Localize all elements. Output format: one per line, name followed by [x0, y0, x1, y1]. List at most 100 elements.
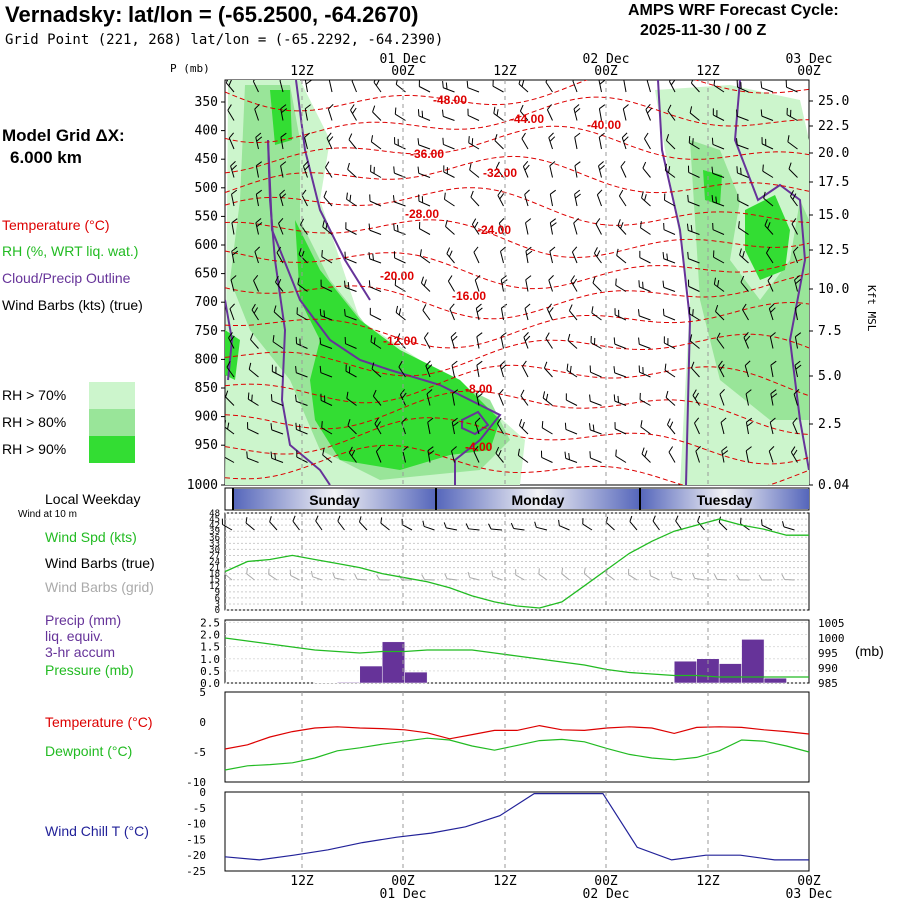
- barb-staff: [764, 225, 774, 235]
- wind-barb: [393, 223, 406, 235]
- barb-staff: [691, 82, 700, 93]
- barb-flag: [548, 275, 554, 281]
- wind-barb: [345, 222, 357, 235]
- wind-barb: [573, 104, 581, 121]
- wind-barb: [344, 309, 357, 321]
- barb-staff: [500, 279, 504, 292]
- wind-barb: [302, 161, 310, 178]
- barb-staff: [567, 340, 578, 349]
- wind-barb-grid: [583, 567, 593, 581]
- wind-barb: [549, 189, 556, 207]
- wind-barb-grid: [628, 568, 638, 581]
- barb-flag: [246, 567, 248, 574]
- barb-flag: [664, 363, 667, 371]
- barb-staff: [652, 520, 660, 531]
- barb-flag: [468, 136, 470, 143]
- wind-chill-label: Wind Chill T (°C): [45, 823, 149, 839]
- wind-chill-line: [224, 793, 809, 861]
- barb-staff: [302, 166, 308, 178]
- barb-flag: [349, 194, 352, 202]
- barb-flag: [354, 573, 358, 580]
- barb-staff: [446, 253, 455, 264]
- barb-flag: [296, 450, 298, 458]
- barb-flag: [392, 195, 395, 202]
- barb-flag: [418, 80, 420, 87]
- wind-barb: [567, 333, 578, 349]
- barb-staff: [369, 258, 382, 264]
- barb-flag: [786, 107, 788, 115]
- wind-barb: [450, 332, 458, 349]
- wind-barb: [345, 364, 357, 378]
- barb-flag: [474, 417, 481, 423]
- barb-staff: [231, 194, 235, 207]
- barb-flag: [229, 303, 235, 310]
- wind-barb: [422, 304, 431, 321]
- isotherm-2: [225, 125, 809, 174]
- barb-staff: [737, 144, 749, 150]
- barb-staff: [468, 528, 480, 531]
- barb-flag: [599, 104, 606, 110]
- barb-flag: [348, 366, 351, 374]
- barb-staff: [794, 365, 798, 378]
- barb-flag: [299, 424, 301, 432]
- wind-barb: [517, 448, 529, 463]
- barb-staff: [688, 201, 700, 207]
- barb-staff: [271, 457, 284, 463]
- barb-staff: [590, 342, 602, 349]
- barb-staff: [420, 255, 431, 264]
- barb-flag: [227, 104, 232, 111]
- barb-staff: [548, 137, 553, 150]
- barb-staff: [545, 81, 553, 93]
- barb-staff: [230, 279, 235, 292]
- barb-flag: [332, 572, 336, 579]
- wind-barb: [426, 389, 433, 406]
- barb-flag: [304, 104, 311, 110]
- barb-flag: [310, 570, 314, 577]
- wind-barb: [370, 135, 382, 150]
- barb-flag: [476, 360, 483, 366]
- wind-barb: [574, 161, 581, 178]
- barb-flag: [451, 446, 457, 452]
- barb-flag: [615, 449, 617, 457]
- precip-bar: [337, 682, 361, 684]
- barb-staff: [248, 398, 259, 406]
- barb-flag: [771, 393, 778, 399]
- barb-staff: [304, 108, 308, 121]
- barb-flag: [252, 80, 258, 82]
- wind-barb: [475, 303, 483, 321]
- wind-barb: [523, 332, 531, 349]
- barb-staff: [476, 336, 480, 349]
- wind-barb: [279, 189, 287, 207]
- barb-staff: [427, 422, 431, 435]
- isotherm-label: -20.00: [380, 269, 414, 283]
- wind-barb: [295, 366, 308, 378]
- wind-barb: [445, 219, 455, 235]
- wind-barb: [369, 307, 382, 321]
- wind-tick-label: 21: [209, 564, 220, 574]
- wind-barb: [571, 246, 578, 264]
- wind-barb: [638, 337, 651, 349]
- barb-flag: [740, 167, 742, 175]
- barb-staff: [321, 256, 333, 264]
- wind-barb: [589, 394, 602, 406]
- wind-barb: [467, 108, 480, 121]
- barb-flag: [567, 333, 571, 341]
- wind-barb: [640, 221, 651, 235]
- wind-barb: [230, 275, 237, 292]
- barb-staff: [768, 450, 774, 463]
- wind-barb: [231, 218, 238, 235]
- barb-staff: [418, 144, 431, 150]
- barb-flag: [225, 80, 230, 84]
- barb-flag: [620, 161, 626, 167]
- barb-flag: [767, 275, 773, 281]
- cloud-outline-2: [295, 80, 371, 301]
- barb-staff: [536, 526, 548, 531]
- barb-staff: [598, 80, 602, 93]
- isotherm-0: [225, 80, 809, 112]
- barb-flag: [639, 250, 641, 258]
- barb-staff: [645, 109, 651, 121]
- barb-flag: [526, 250, 533, 256]
- wind-barb: [548, 132, 556, 150]
- barb-staff: [423, 525, 435, 531]
- barb-staff: [549, 194, 553, 207]
